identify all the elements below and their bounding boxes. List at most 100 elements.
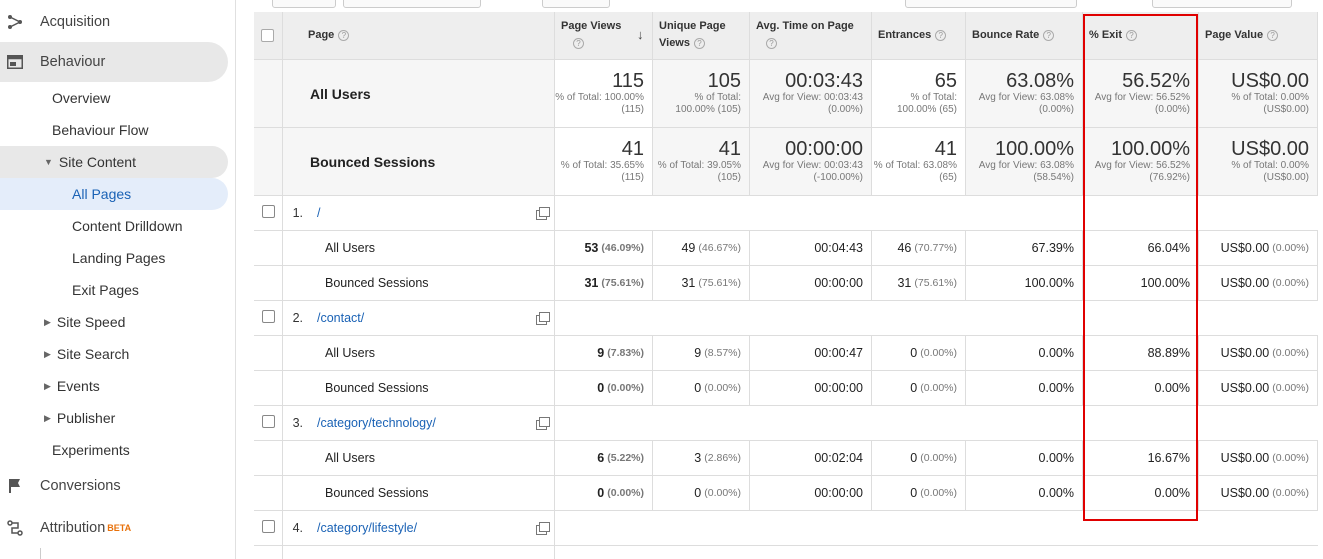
open-page-icon[interactable] <box>536 522 550 535</box>
help-icon[interactable]: ? <box>338 30 350 41</box>
help-icon[interactable]: ? <box>573 37 584 49</box>
help-icon[interactable]: ? <box>935 30 947 41</box>
sort-descending-icon[interactable]: ↓ <box>637 27 644 42</box>
row-spacer <box>254 441 283 476</box>
value: 88.89% <box>1147 346 1190 360</box>
select-all-cell <box>254 12 283 60</box>
row-select-cell <box>254 511 283 546</box>
header-page[interactable]: Page? <box>283 12 555 60</box>
toolbar-button[interactable] <box>343 0 481 8</box>
page-link[interactable]: /category/lifestyle/ <box>317 521 418 535</box>
page-link[interactable]: /category/technology/ <box>317 416 436 430</box>
summary-sub: % of Total: 100.00% (105) <box>675 92 741 115</box>
value: 00:00:00 <box>814 381 863 395</box>
value: 9 <box>694 346 702 360</box>
cell-avg-time: 00:02:04 <box>750 441 872 476</box>
sidebar-item-behaviour-flow[interactable]: Behaviour Flow <box>52 114 149 146</box>
open-page-icon[interactable] <box>536 312 550 325</box>
header-page-value[interactable]: Page Value? <box>1199 12 1318 60</box>
sidebar-item-publisher[interactable]: ▶ Publisher <box>44 402 115 434</box>
sidebar-item-acquisition[interactable]: Acquisition <box>0 6 228 38</box>
row-checkbox[interactable] <box>262 310 275 323</box>
sidebar-highlight-behaviour <box>0 42 228 82</box>
page-link[interactable]: / <box>317 206 321 220</box>
search-input[interactable] <box>905 0 1077 8</box>
sidebar-item-site-speed[interactable]: ▶ Site Speed <box>44 306 125 338</box>
page-link[interactable]: /contact/ <box>317 311 365 325</box>
help-icon[interactable]: ? <box>1043 30 1055 41</box>
sidebar-item-exit-pages[interactable]: Exit Pages <box>72 274 139 306</box>
select-all-checkbox[interactable] <box>261 29 274 42</box>
open-page-icon[interactable] <box>536 417 550 430</box>
header-exit[interactable]: % Exit? <box>1083 12 1199 60</box>
row-select-cell <box>254 406 283 441</box>
sidebar-item-label: Publisher <box>56 410 116 426</box>
row-checkbox[interactable] <box>262 520 275 533</box>
toolbar-button[interactable] <box>272 0 336 8</box>
summary-cell-unique-page-views: 105 % of Total: 100.00% (105) <box>653 60 750 128</box>
row-number: 1. <box>292 206 303 220</box>
sidebar-item-site-content[interactable]: ▼ Site Content <box>44 146 136 178</box>
row-checkbox[interactable] <box>262 205 275 218</box>
sidebar-item-conversions[interactable]: Conversions <box>0 470 121 502</box>
value: US$0.00 <box>1220 346 1270 360</box>
value: 49 <box>681 241 696 255</box>
sidebar-item-attribution[interactable]: Attribution BETA <box>0 512 131 544</box>
help-icon[interactable]: ? <box>766 37 777 49</box>
cell-page-value: US$0.00 (0.00%) <box>1199 476 1318 511</box>
exit-column-highlight <box>1083 14 1198 521</box>
sidebar-item-experiments[interactable]: Experiments <box>52 434 130 466</box>
sidebar-item-label: Site Content <box>58 154 136 170</box>
value-pct: (0.00%) <box>704 382 741 394</box>
view-toggle[interactable] <box>1152 0 1292 8</box>
value: US$0.00 <box>1220 451 1270 465</box>
header-unique-page-views[interactable]: Unique Page Views? <box>653 12 750 60</box>
value: 0 <box>910 451 918 465</box>
header-page-views[interactable]: Page Views? ↓ <box>555 12 653 60</box>
header-avg-time[interactable]: Avg. Time on Page? <box>750 12 872 60</box>
flag-icon <box>6 477 24 495</box>
row-select-cell <box>254 196 283 231</box>
cell-avg-time: 00:00:00 <box>750 371 872 406</box>
cell-page-views: 9 (7.83%) <box>555 336 653 371</box>
page-cell: 1. / <box>283 196 555 231</box>
header-bounce-rate[interactable]: Bounce Rate? <box>966 12 1083 60</box>
sidebar-item-overview[interactable]: Overview <box>52 82 110 114</box>
summary-value: 56.52% <box>1122 70 1190 92</box>
cell-page-views: 0 (0.00%) <box>555 371 653 406</box>
cell-avg-time: 00:00:47 <box>750 336 872 371</box>
cell-page-views: 6 (5.22%) <box>555 441 653 476</box>
summary-cell-exit: 100.00% Avg for View: 56.52% (76.92%) <box>1083 128 1199 196</box>
sidebar-item-behaviour[interactable]: Behaviour <box>0 46 105 78</box>
sidebar-item-site-search[interactable]: ▶ Site Search <box>44 338 129 370</box>
header-entrances[interactable]: Entrances? <box>872 12 966 60</box>
sidebar-item-label: Site Speed <box>56 314 126 330</box>
help-icon[interactable]: ? <box>1126 30 1138 41</box>
value-pct: (0.00%) <box>920 382 957 394</box>
sidebar-item-label: Events <box>56 378 100 394</box>
page-cell: 3. /category/technology/ <box>283 406 555 441</box>
summary-spacer <box>254 128 283 196</box>
summary-cell-bounce-rate: 100.00% Avg for View: 63.08% (58.54%) <box>966 128 1083 196</box>
summary-sub: Avg for View: 56.52% (0.00%) <box>1094 92 1190 115</box>
cell-bounce-rate: 0.00% <box>966 371 1083 406</box>
value: US$0.00 <box>1220 486 1270 500</box>
toolbar-button[interactable] <box>542 0 610 8</box>
cell-bounce-rate: 0.00% <box>966 336 1083 371</box>
cell-page-value: US$0.00 (0.00%) <box>1199 231 1318 266</box>
sidebar-item-content-drilldown[interactable]: Content Drilldown <box>72 210 183 242</box>
sidebar-item-landing-pages[interactable]: Landing Pages <box>72 242 165 274</box>
help-icon[interactable]: ? <box>694 37 705 49</box>
sidebar-highlight-all-pages <box>0 178 228 210</box>
row-number: 3. <box>292 416 303 430</box>
value: 0.00% <box>1154 381 1190 395</box>
open-page-icon[interactable] <box>536 207 550 220</box>
row-number: 2. <box>292 311 303 325</box>
value-pct: (2.86%) <box>704 452 741 464</box>
help-icon[interactable]: ? <box>1267 30 1279 41</box>
cell-page-value: US$0.00 (0.00%) <box>1199 336 1318 371</box>
sidebar-item-events[interactable]: ▶ Events <box>44 370 100 402</box>
sidebar-item-all-pages[interactable]: All Pages <box>72 178 131 210</box>
row-checkbox[interactable] <box>262 415 275 428</box>
sidebar-item-label: Overview <box>52 90 111 106</box>
